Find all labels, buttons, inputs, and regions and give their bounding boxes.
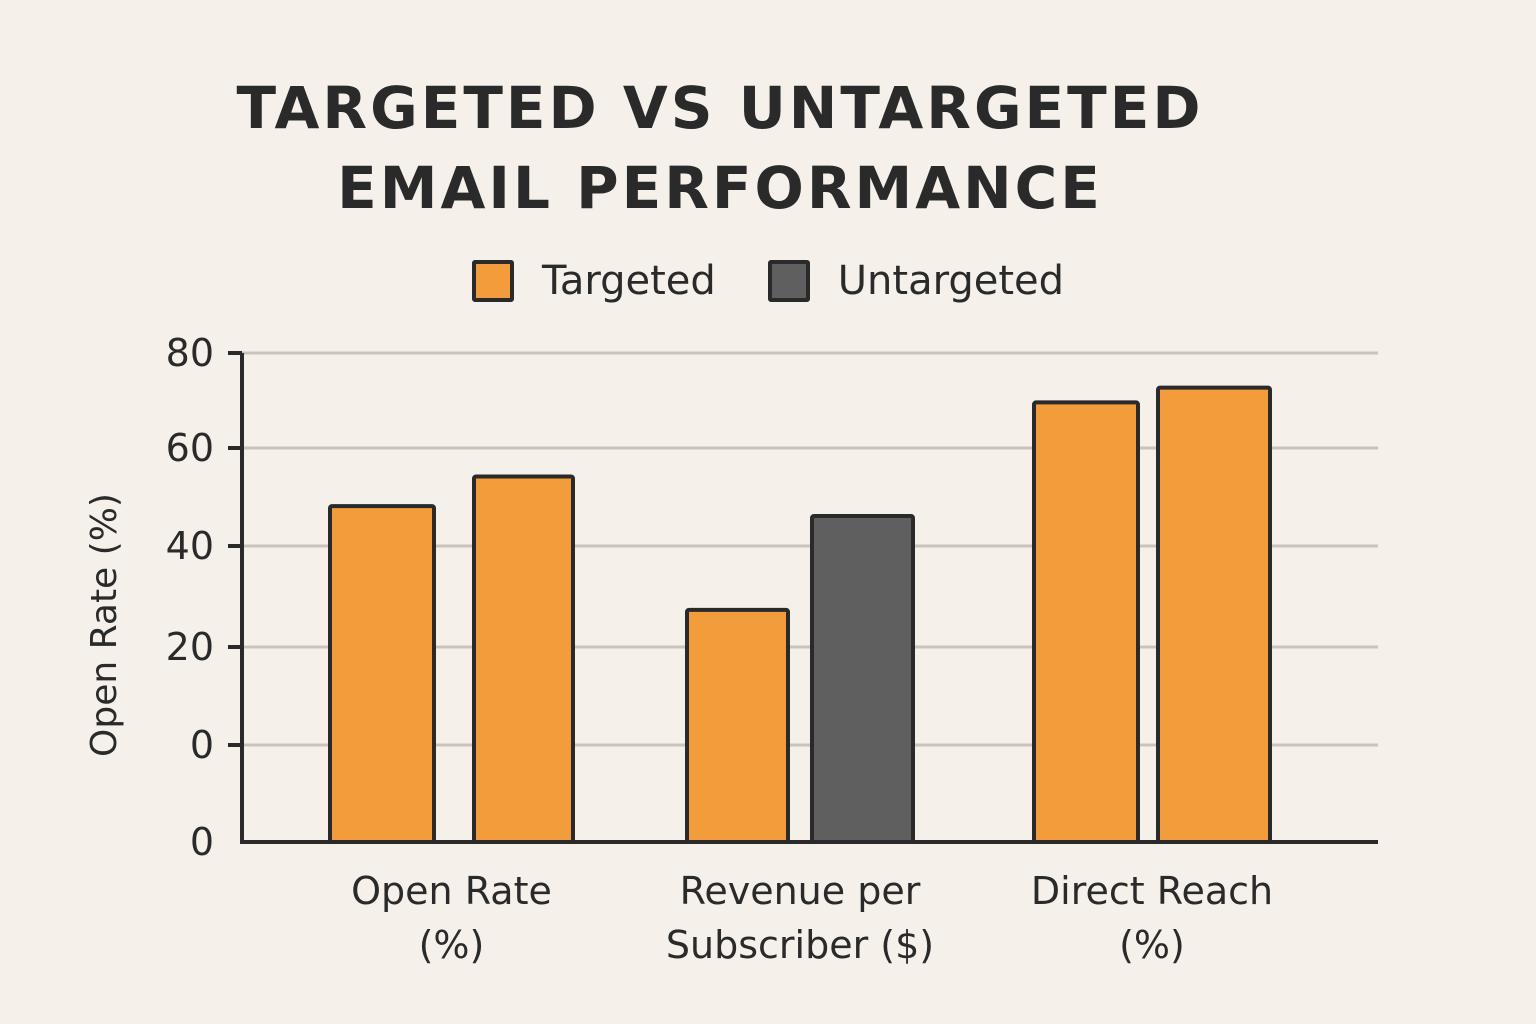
- legend-swatch-targeted: [472, 260, 514, 302]
- x-category-label: Subscriber ($): [666, 923, 934, 967]
- legend-swatch-untargeted: [767, 260, 810, 302]
- chart-title-line-1: TARGETED VS UNTARGETED: [236, 74, 1204, 142]
- y-tick-label: 0: [190, 723, 214, 767]
- y-tick-label: 40: [166, 524, 214, 568]
- bar-targeted-2: [685, 607, 790, 845]
- bar-untargeted-2: [810, 514, 915, 844]
- bar-untargeted-3: [1156, 385, 1272, 844]
- x-category-label: (%): [1119, 923, 1185, 967]
- y-tick-label: 80: [166, 331, 214, 375]
- chart-title: TARGETED VS UNTARGETED EMAIL PERFORMANCE: [0, 68, 1440, 228]
- chart-title-line-2: EMAIL PERFORMANCE: [337, 154, 1103, 222]
- x-category-label: Revenue per: [680, 869, 921, 913]
- y-tick-label: 60: [166, 426, 214, 470]
- legend-label-untargeted: Untargeted: [837, 258, 1064, 304]
- legend-item-targeted: Targeted: [472, 258, 716, 304]
- x-category-label: Direct Reach: [1031, 869, 1273, 913]
- bar-targeted-1: [328, 504, 436, 844]
- x-category-label: (%): [419, 923, 485, 967]
- bar-targeted-3: [1032, 400, 1140, 844]
- chart-legend: Targeted Untargeted: [0, 258, 1536, 304]
- y-tick-label: 20: [166, 625, 214, 669]
- bar-untargeted-1: [472, 474, 575, 844]
- y-axis-title: Open Rate (%): [84, 493, 125, 757]
- legend-item-untargeted: Untargeted: [767, 258, 1064, 304]
- x-category-label: Open Rate: [351, 869, 552, 913]
- y-tick-label: 0: [190, 820, 214, 864]
- legend-label-targeted: Targeted: [542, 258, 716, 304]
